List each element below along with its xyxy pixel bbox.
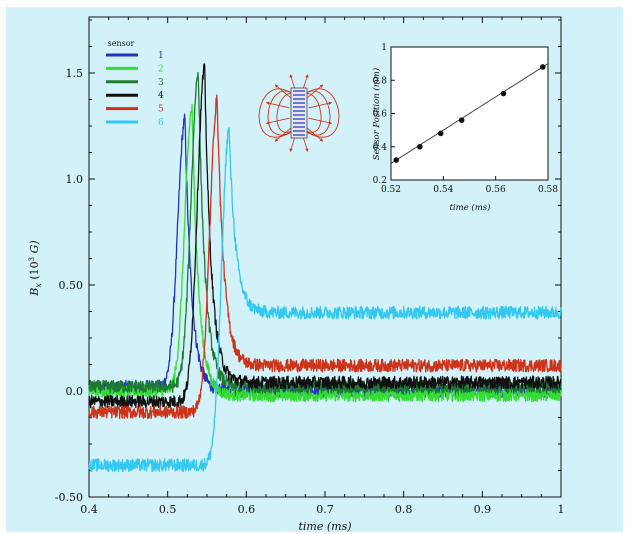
inset-x-tick-label: 0.54	[433, 185, 453, 195]
inset-data-point	[500, 90, 507, 97]
inset-y-tick-label: 1	[381, 43, 387, 53]
inset-axis-ticks: 0.52 0.54 0.56 0.58 0.2 0.4 0.6 0.8 1	[373, 43, 559, 195]
field-line	[258, 88, 300, 138]
x-tick-label: 0.6	[238, 503, 256, 516]
field-ray	[305, 126, 324, 142]
inset-data-point	[458, 117, 465, 123]
field-ray	[274, 126, 293, 142]
legend-label-4: 4	[158, 91, 164, 101]
y-tick-label: 0.50	[59, 279, 84, 292]
main-y-axis-exponent: 3	[28, 257, 36, 261]
field-ray	[308, 117, 332, 124]
legend-title: sensor	[108, 39, 135, 48]
field-ray	[274, 84, 293, 100]
inset-data-point	[416, 143, 423, 150]
field-arrow	[266, 120, 270, 125]
field-line	[267, 90, 300, 136]
field-arrow	[274, 84, 279, 89]
series-line-sensor-6	[88, 127, 562, 473]
magnet-body	[290, 87, 308, 139]
field-ray	[266, 117, 290, 124]
inset-y-tick-label: 0.4	[373, 143, 388, 153]
inset-plot-group	[390, 63, 549, 164]
x-tick-label: 0.5	[159, 503, 177, 516]
x-tick-label: 0.7	[316, 503, 334, 516]
inset-y-axis-label: Sensor Position (mm)	[371, 68, 382, 160]
inset-x-axis-label: time (ms)	[450, 202, 491, 213]
main-y-axis-label: Bx (103 G)	[28, 240, 43, 296]
main-y-axis-unit-close: G)	[28, 240, 41, 257]
y-tick-label: -0.50	[55, 491, 83, 504]
legend-label-6: 6	[158, 118, 164, 128]
legend-label-3: 3	[158, 78, 164, 88]
field-arrow	[289, 74, 293, 78]
y-tick-label: 1.0	[66, 173, 84, 186]
legend-label-5: 5	[158, 105, 164, 115]
inset-data-point	[437, 130, 444, 137]
field-arrow	[289, 148, 293, 152]
field-ray	[308, 102, 332, 109]
legend-label-2: 2	[158, 64, 164, 74]
inset-data-point	[539, 64, 546, 70]
field-arrow	[266, 101, 270, 106]
field-line	[298, 90, 331, 136]
x-tick-label: 0.8	[395, 503, 413, 516]
inset-y-tick-label: 0.2	[373, 176, 387, 186]
inset-x-tick-label: 0.52	[381, 185, 401, 195]
field-ray	[305, 84, 324, 100]
x-tick-label: 0.9	[474, 503, 492, 516]
series-line-sensor-4	[88, 63, 562, 409]
series-line-sensor-5	[88, 94, 562, 420]
field-arrow	[305, 148, 309, 152]
x-tick-label: 0.4	[80, 503, 98, 516]
series-line-sensor-2	[88, 103, 562, 403]
x-tick-label: 1	[558, 503, 565, 516]
field-arrow	[328, 120, 332, 125]
inset-x-tick-label: 0.56	[486, 185, 506, 195]
field-arrow	[319, 137, 324, 142]
main-y-axis-subscript: x	[34, 283, 43, 288]
y-tick-label: 0.0	[66, 385, 84, 398]
y-tick-label: 1.5	[66, 67, 84, 80]
field-arrow	[319, 84, 324, 89]
inset-y-tick-label: 0.8	[373, 76, 388, 86]
main-series-group	[88, 63, 562, 473]
field-arrow	[305, 74, 309, 78]
field-line	[298, 88, 340, 138]
main-y-axis-unit-open: (10	[28, 261, 41, 283]
inset-x-tick-label: 0.58	[538, 185, 558, 195]
inset-data-point	[393, 157, 400, 163]
legend-label-1: 1	[158, 51, 164, 61]
legend: sensor 1 2 3 4 5 6	[106, 39, 164, 128]
magnetic-field-diagram	[258, 74, 340, 152]
inset-y-tick-label: 0.6	[373, 110, 388, 120]
field-arrow	[274, 137, 279, 142]
field-arrow	[328, 101, 332, 106]
field-ray	[266, 102, 290, 109]
main-y-axis-symbol: B	[28, 288, 41, 297]
main-x-axis-label: time (ms)	[298, 520, 351, 533]
